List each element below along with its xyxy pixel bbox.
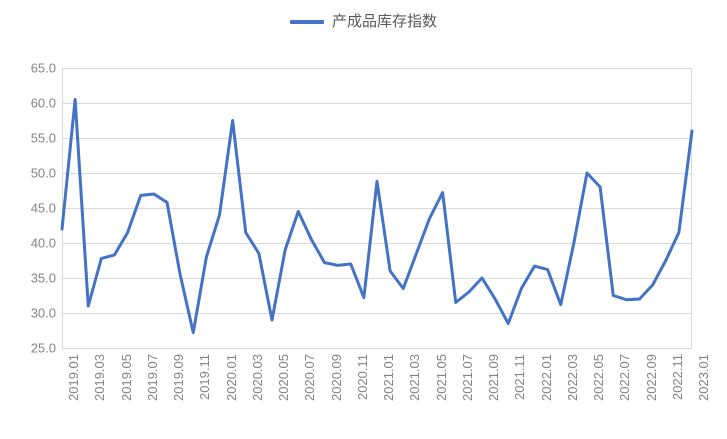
gridline xyxy=(62,313,692,314)
x-axis-tick-label: 2022.09 xyxy=(643,354,659,401)
y-axis-tick-label: 40.0 xyxy=(30,235,56,251)
x-axis-tick-label: 2020.05 xyxy=(276,354,291,401)
gridline xyxy=(62,68,692,69)
y-axis-tick-label: 55.0 xyxy=(30,130,56,146)
x-axis-tick-labels: 2019.01 2019.03 2019.05 2019.07 2019.09 2019.… xyxy=(62,350,711,438)
x-axis-tick-label: 2019.11 xyxy=(197,354,213,401)
x-axis-tick-label: 2021.07 xyxy=(459,354,475,401)
y-axis-tick-label: 30.0 xyxy=(30,305,56,321)
x-axis-tick-label: 2022.07 xyxy=(617,354,633,401)
gridline xyxy=(62,173,692,174)
x-axis-tick-label: 2022.03 xyxy=(564,354,580,401)
y-axis-tick-label: 65.0 xyxy=(30,60,56,76)
x-axis-tick-label: 2021.05 xyxy=(433,354,449,401)
gridline xyxy=(62,103,692,104)
x-axis-tick-label: 2019.03 xyxy=(92,354,108,401)
x-axis-tick-label: 2020.03 xyxy=(249,354,265,401)
x-axis-tick-label: 2020.07 xyxy=(302,354,318,401)
y-axis-tick-label: 35.0 xyxy=(30,270,56,286)
x-axis-tick-label: 2020.09 xyxy=(328,354,344,401)
x-axis-tick-label: 2020.11 xyxy=(354,354,370,401)
x-axis-tick-label: 2019.01 xyxy=(66,354,81,401)
legend-color-swatch xyxy=(289,19,324,24)
x-axis-tick-label: 2019.09 xyxy=(171,354,186,401)
x-axis-tick-label: 2022.11 xyxy=(669,354,685,401)
x-axis-tick-label: 2023.01 xyxy=(696,354,711,401)
x-axis-tick-label: 2019.07 xyxy=(144,354,160,401)
x-axis-tick-label: 2021.01 xyxy=(381,354,396,401)
x-axis-tick-label: 2021.11 xyxy=(512,354,528,401)
gridline xyxy=(62,138,692,139)
x-axis-tick-label: 2021.03 xyxy=(407,354,423,401)
gridline xyxy=(62,243,692,244)
y-axis-tick-label: 50.0 xyxy=(30,165,56,181)
x-axis-tick-label: 2021.09 xyxy=(486,354,501,401)
x-axis-tick-label: 2019.05 xyxy=(118,354,134,401)
gridline xyxy=(62,348,692,349)
series-svg xyxy=(62,68,692,348)
plot-area xyxy=(62,68,692,349)
chart-legend: 产成品库存指数 xyxy=(0,14,727,29)
x-axis-tick-label: 2022.05 xyxy=(591,354,606,401)
y-axis-tick-labels: 65.0 60.0 55.0 50.0 45.0 40.0 35.0 30.0 25.0 xyxy=(0,62,56,355)
y-axis-tick-label: 25.0 xyxy=(30,340,56,356)
x-axis-tick-label: 2022.01 xyxy=(538,354,554,401)
series-line-finished-goods-inventory-index xyxy=(62,100,692,333)
y-axis-tick-label: 60.0 xyxy=(30,95,56,111)
gridline xyxy=(62,208,692,209)
gridline xyxy=(62,278,692,279)
x-axis-tick-label: 2020.01 xyxy=(223,354,239,401)
y-axis-tick-label: 45.0 xyxy=(30,200,56,216)
legend-series-label: 产成品库存指数 xyxy=(331,13,437,30)
